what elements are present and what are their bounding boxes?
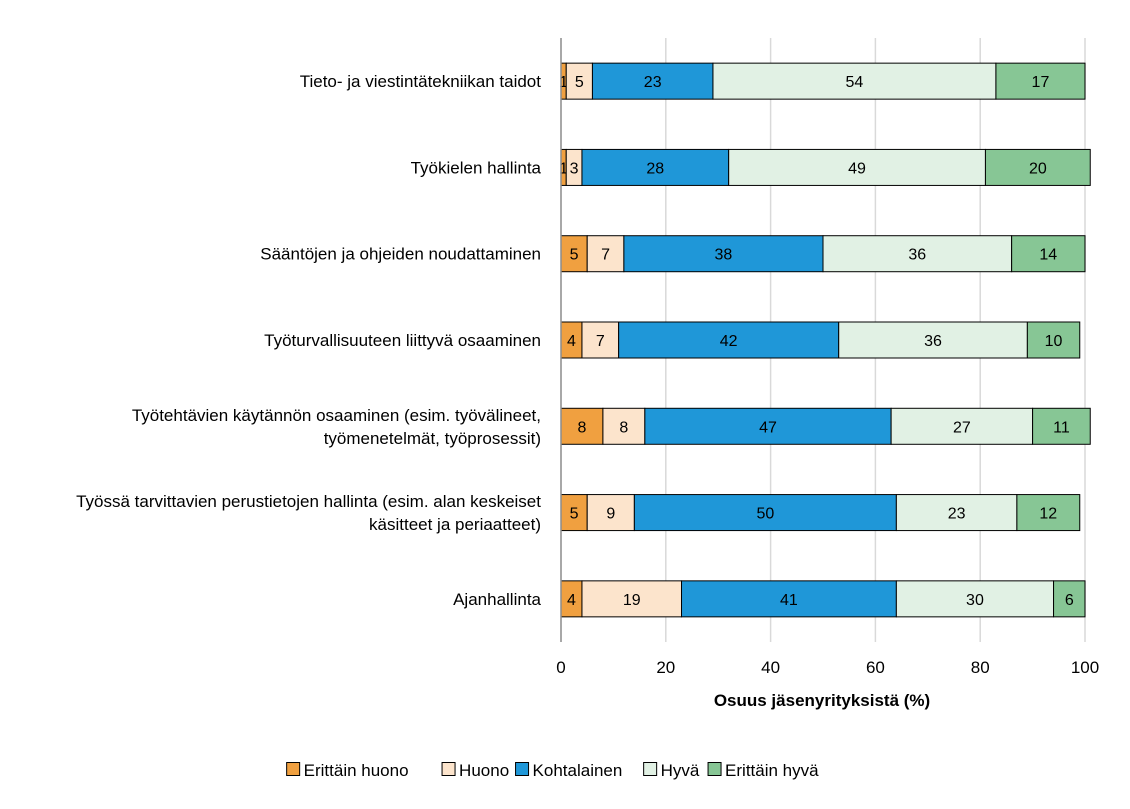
data-label: 5	[575, 74, 584, 91]
bar-segment	[602, 407, 646, 445]
x-axis-title: Osuus jäsenyrityksistä (%)	[714, 691, 930, 710]
bar-segment	[623, 235, 824, 273]
legend-swatch	[286, 762, 301, 776]
bar-segment	[712, 62, 997, 100]
legend-item: Erittäin huono	[286, 761, 409, 780]
data-label: 4	[567, 333, 576, 350]
bar-segment	[1016, 494, 1081, 532]
x-tick-label: 20	[656, 658, 675, 677]
legend-label: Erittäin huono	[304, 761, 409, 780]
bar-segment	[586, 235, 625, 273]
bar-segment	[1053, 580, 1086, 618]
data-label: 4	[567, 592, 576, 609]
legend-label: Erittäin hyvä	[725, 761, 819, 780]
data-label: 9	[606, 506, 615, 523]
data-label: 36	[908, 247, 926, 264]
x-tick-labels: 0 20 40 60 80 100	[556, 658, 1099, 677]
x-tick-label: 100	[1071, 658, 1099, 677]
data-label: 38	[715, 247, 733, 264]
legend-swatch	[643, 762, 658, 776]
data-label: 14	[1039, 247, 1057, 264]
bar-segment	[995, 62, 1086, 100]
bar-segment	[644, 407, 892, 445]
bar-segment	[984, 148, 1091, 186]
bar-segment	[591, 62, 714, 100]
category-labels: Tieto- ja viestintätekniikan taidot Työki…	[76, 72, 541, 609]
x-tick-label: 40	[761, 658, 780, 677]
bar-segment	[895, 580, 1055, 618]
data-label: 3	[570, 160, 579, 177]
data-label: 8	[619, 419, 628, 436]
category-label: Ajanhallinta	[453, 590, 541, 609]
legend-item: Kohtalainen	[515, 761, 623, 780]
bar-segment	[1026, 321, 1081, 359]
category-label: Työtehtävien käytännön osaaminen (esim. …	[132, 406, 541, 425]
legend: Erittäin huono Huono Kohtalainen Hyvä Erittä…	[286, 761, 819, 780]
bar-segment	[1032, 407, 1091, 445]
legend-swatch	[707, 762, 722, 776]
bar-segments: 1 5 23 54 171 3 28 49 205 7 38 36 144 7 42 36 108 8 47 27 11…	[559, 62, 1091, 618]
data-label: 23	[644, 74, 662, 91]
data-label: 54	[846, 74, 864, 91]
bar-segment	[822, 235, 1013, 273]
category-label: Työturvallisuuteen liittyvä osaaminen	[264, 331, 541, 350]
data-label: 28	[646, 160, 664, 177]
legend-swatch	[515, 762, 530, 776]
data-label: 11	[1053, 419, 1070, 436]
data-label: 42	[720, 333, 738, 350]
category-label: käsitteet ja periaatteet)	[369, 515, 541, 534]
bar-segment	[581, 580, 683, 618]
legend-label: Huono	[459, 761, 509, 780]
data-label: 50	[756, 506, 774, 523]
category-label: Tieto- ja viestintätekniikan taidot	[300, 72, 542, 91]
data-label: 47	[759, 419, 777, 436]
data-label: 19	[623, 592, 641, 609]
legend-label: Hyvä	[661, 761, 700, 780]
data-label: 20	[1029, 160, 1047, 177]
bar-segment	[1011, 235, 1086, 273]
data-label: 41	[780, 592, 798, 609]
data-label: 5	[570, 247, 579, 264]
data-label: 5	[570, 506, 579, 523]
bar-segment	[728, 148, 986, 186]
legend-item: Huono	[441, 761, 509, 780]
bar-segment	[838, 321, 1028, 359]
data-label: 6	[1065, 592, 1074, 609]
data-label: 1	[559, 74, 568, 91]
bar-segment	[565, 62, 593, 100]
x-tick-label: 60	[866, 658, 885, 677]
legend-swatch	[441, 762, 456, 776]
data-label: 1	[559, 160, 568, 177]
category-label: Työssä tarvittavien perustietojen hallin…	[76, 492, 541, 511]
x-tick-label: 80	[971, 658, 990, 677]
bar-segment	[890, 407, 1034, 445]
data-label: 27	[953, 419, 971, 436]
bar-segment	[618, 321, 840, 359]
data-label: 23	[948, 506, 966, 523]
data-label: 10	[1045, 333, 1063, 350]
bar-segment	[633, 494, 897, 532]
data-label: 30	[966, 592, 984, 609]
data-label: 49	[848, 160, 866, 177]
data-label: 7	[596, 333, 605, 350]
category-label: työmenetelmät, työprosessit)	[324, 429, 541, 448]
data-label: 36	[924, 333, 942, 350]
bar-segment	[581, 321, 620, 359]
x-tick-label: 0	[556, 658, 565, 677]
bar-segment	[586, 494, 635, 532]
legend-item: Erittäin hyvä	[707, 761, 819, 780]
data-label: 12	[1039, 506, 1057, 523]
category-label: Sääntöjen ja ohjeiden noudattaminen	[260, 245, 541, 264]
data-label: 7	[601, 247, 610, 264]
data-label: 8	[578, 419, 587, 436]
bar-segment	[581, 148, 730, 186]
legend-label: Kohtalainen	[533, 761, 623, 780]
category-label: Työkielen hallinta	[411, 158, 542, 177]
legend-item: Hyvä	[643, 761, 700, 780]
data-label: 17	[1032, 74, 1050, 91]
